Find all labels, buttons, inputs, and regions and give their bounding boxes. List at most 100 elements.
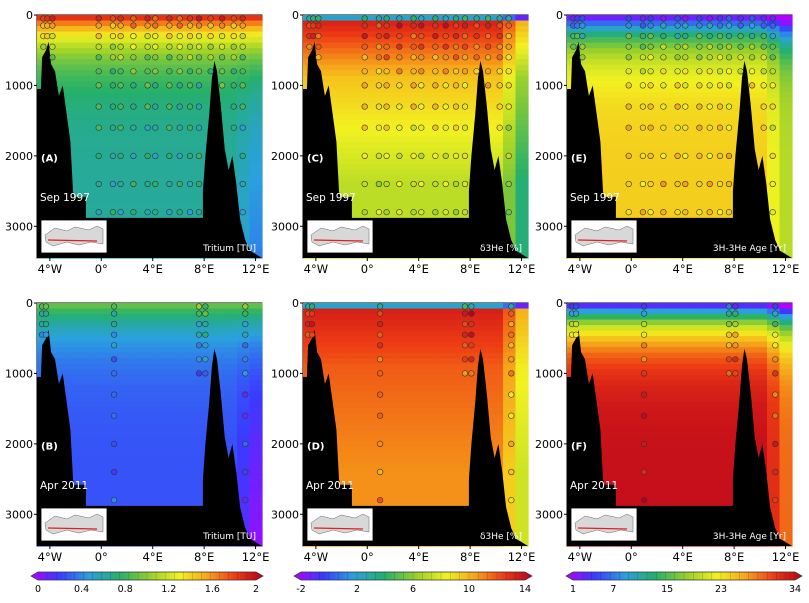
field-cell <box>779 230 793 237</box>
field-cell <box>503 48 517 55</box>
field-cell <box>490 430 504 437</box>
field-cell <box>617 136 631 143</box>
field-cell <box>353 319 367 326</box>
field-cell <box>174 202 188 209</box>
field-cell <box>692 391 706 398</box>
field-cell <box>62 330 76 337</box>
field-cell <box>440 191 454 198</box>
field-cell <box>340 86 354 93</box>
field-cell <box>453 352 467 359</box>
field-cell <box>779 153 793 160</box>
field-cell <box>692 114 706 121</box>
field-cell <box>340 468 354 475</box>
field-cell <box>754 153 768 160</box>
field-cell <box>353 446 367 453</box>
field-cell <box>174 325 188 332</box>
field-cell <box>249 485 263 492</box>
field-cell <box>667 380 681 387</box>
sample-point <box>442 54 449 61</box>
field-cell <box>428 169 442 176</box>
field-cell <box>453 130 467 138</box>
field-cell <box>642 374 656 381</box>
field-cell <box>328 308 342 315</box>
field-cell <box>490 418 504 426</box>
field-cell <box>654 164 668 171</box>
field-cell <box>515 369 529 376</box>
field-cell <box>199 374 213 381</box>
field-cell <box>453 15 467 22</box>
field-cell <box>453 468 467 475</box>
field-cell <box>353 97 367 104</box>
field-cell <box>87 158 101 165</box>
field-cell <box>62 70 76 77</box>
field-cell <box>604 352 618 359</box>
field-cell <box>112 136 126 143</box>
field-cell <box>679 186 693 193</box>
field-cell <box>629 208 643 215</box>
sample-point <box>625 22 632 29</box>
field-cell <box>74 418 88 426</box>
field-cell <box>149 341 163 348</box>
field-cell <box>340 396 354 404</box>
sample-point <box>760 68 767 75</box>
field-cell <box>99 142 113 149</box>
field-cell <box>667 164 681 171</box>
field-cell <box>353 53 367 60</box>
sample-point <box>647 22 654 29</box>
field-cell <box>212 26 226 33</box>
field-cell <box>390 385 404 392</box>
sample-point <box>461 124 469 131</box>
field-cell <box>779 319 793 326</box>
field-cell <box>87 213 101 220</box>
field-cell <box>428 407 442 415</box>
field-cell <box>137 147 151 154</box>
field-cell <box>767 314 781 321</box>
field-cell <box>62 319 76 326</box>
field-cell <box>692 26 706 33</box>
field-cell <box>704 330 718 337</box>
field-cell <box>629 92 643 99</box>
field-cell <box>174 186 188 193</box>
field-cell <box>679 147 693 154</box>
field-cell <box>592 303 606 310</box>
field-cell <box>767 130 781 138</box>
field-cell <box>224 20 238 27</box>
field-cell <box>428 158 442 165</box>
sample-point <box>110 342 118 349</box>
field-cell <box>62 407 76 415</box>
field-cell <box>415 418 429 426</box>
field-cell <box>87 413 101 420</box>
field-cell <box>704 147 718 154</box>
sample-point <box>660 54 667 61</box>
field-cell <box>112 130 126 138</box>
field-cell <box>415 175 429 182</box>
sample-point <box>418 15 425 22</box>
field-cell <box>112 490 126 497</box>
field-cell <box>249 246 263 254</box>
field-cell <box>478 75 492 82</box>
sample-point <box>706 152 713 159</box>
sample-point <box>95 180 102 188</box>
field-cell <box>353 208 367 215</box>
field-cell <box>74 430 88 437</box>
field-cell <box>692 369 706 376</box>
field-cell <box>137 169 151 176</box>
field-cell <box>149 363 163 370</box>
field-cell <box>465 75 479 82</box>
field-cell <box>249 92 263 99</box>
sample-point <box>110 370 118 377</box>
field-cell <box>99 501 113 508</box>
field-cell <box>124 374 138 381</box>
field-cell <box>137 325 151 332</box>
field-cell <box>328 380 342 387</box>
field-cell <box>465 15 479 22</box>
field-cell <box>62 369 76 376</box>
field-cell <box>174 136 188 143</box>
field-cell <box>199 42 213 49</box>
sample-point <box>432 124 439 131</box>
field-cell <box>99 474 113 481</box>
sample-point <box>152 152 159 159</box>
field-cell <box>440 396 454 404</box>
y-tick-label: 2000 <box>271 438 299 451</box>
sample-point <box>377 497 384 504</box>
